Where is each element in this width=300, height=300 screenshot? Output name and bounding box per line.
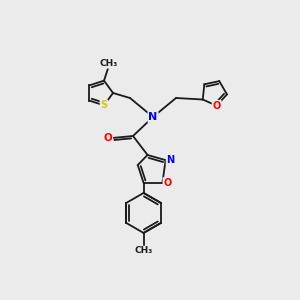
Text: N: N — [148, 112, 158, 122]
Text: CH₃: CH₃ — [134, 246, 153, 255]
Text: CH₃: CH₃ — [100, 59, 118, 68]
Text: N: N — [167, 155, 175, 165]
Text: S: S — [100, 100, 108, 110]
Text: O: O — [213, 101, 221, 111]
Text: O: O — [103, 133, 112, 143]
Text: O: O — [163, 178, 172, 188]
